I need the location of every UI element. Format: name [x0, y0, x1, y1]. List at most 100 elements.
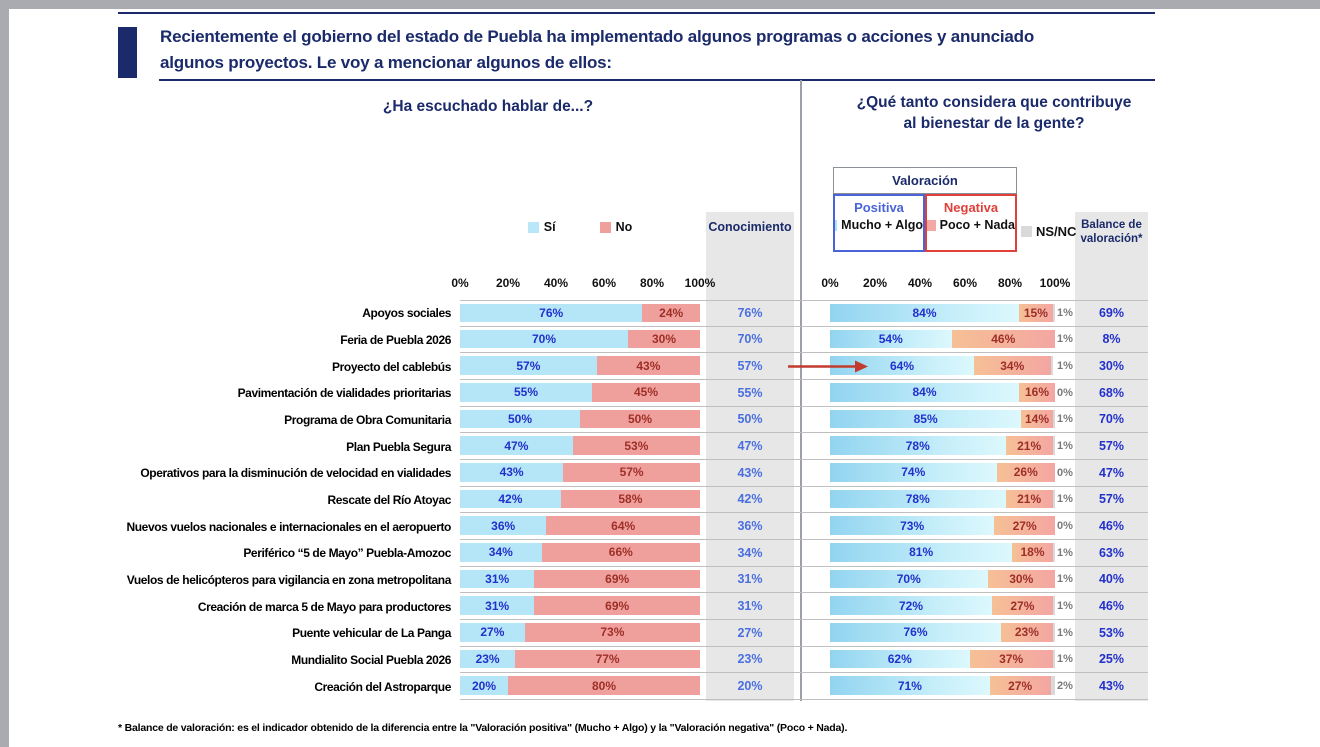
no-bar-segment: 53% — [572, 436, 700, 455]
right-panel-question-line2: al bienestar de la gente? — [903, 115, 1085, 132]
axis-tick: 80% — [639, 276, 665, 290]
window-edge-left — [0, 0, 9, 747]
balance-value: 57% — [1075, 433, 1148, 460]
valuation-bar-cell: 76% 23% — [830, 620, 1055, 647]
footnote: * Balance de valoración: es el indicador… — [118, 722, 848, 734]
axis-tick: 100% — [1039, 276, 1071, 290]
nsnc-value: 1% — [1055, 327, 1075, 354]
spacer-cell — [700, 593, 706, 620]
positive-bar-segment: 54% — [830, 329, 952, 349]
awareness-bar: 34% 66% — [460, 542, 700, 562]
nsnc-bar-segment — [1052, 596, 1055, 615]
awareness-bar-cell: 55% 45% — [460, 380, 700, 407]
awareness-bar: 20% 80% — [460, 676, 700, 695]
nsnc-bar-segment — [1052, 489, 1055, 509]
awareness-bar: 57% 43% — [460, 356, 700, 375]
balance-value: 63% — [1075, 540, 1148, 567]
balance-value: 70% — [1075, 407, 1148, 434]
valuation-bar: 84% 15% — [830, 304, 1055, 322]
conocimiento-column-header: Conocimiento — [708, 220, 792, 234]
balance-value: 57% — [1075, 487, 1148, 514]
positive-bar-segment: 76% — [830, 622, 1001, 642]
conocimiento-value: 47% — [706, 433, 794, 460]
negative-bar-segment: 27% — [992, 596, 1053, 615]
nsnc-bar-segment — [1050, 676, 1055, 695]
awareness-bar: 42% 58% — [460, 489, 700, 509]
row-label: Vuelos de helicópteros para vigilancia e… — [126, 572, 452, 587]
no-bar-segment: 73% — [524, 622, 700, 642]
conocimiento-value: 43% — [706, 460, 794, 487]
window-edge-top — [0, 0, 1320, 9]
axis-tick: 20% — [495, 276, 521, 290]
nsnc-value: 1% — [1055, 593, 1075, 620]
valuation-bar-cell: 54% 46% — [830, 327, 1055, 354]
awareness-bar: 47% 53% — [460, 436, 700, 455]
si-bar-segment: 70% — [460, 329, 628, 349]
nsnc-value: 0% — [1055, 460, 1075, 487]
si-bar-segment: 43% — [460, 462, 564, 482]
left-axis-ticks: 0% 20% 40% 60% 80% 100% — [451, 276, 715, 291]
no-bar-segment: 69% — [534, 569, 700, 589]
no-bar-segment: 57% — [563, 462, 700, 482]
spacer-cell — [700, 513, 706, 540]
nsnc-value: 1% — [1055, 300, 1075, 327]
nsnc-legend-label: NS/NC — [1036, 224, 1077, 239]
awareness-bar-cell: 50% 50% — [460, 407, 700, 434]
conocimiento-value: 27% — [706, 620, 794, 647]
awareness-bar: 43% 57% — [460, 462, 700, 482]
awareness-bar-cell: 42% 58% — [460, 487, 700, 514]
highlight-arrow-icon — [788, 360, 868, 373]
nsnc-bar-segment — [1050, 356, 1053, 375]
si-bar-segment: 47% — [460, 436, 573, 455]
negative-bar-segment: 16% — [1019, 382, 1055, 402]
positive-legend-cell: Positiva Mucho + Algo — [833, 194, 925, 252]
balance-value: 46% — [1075, 513, 1148, 540]
spacer-cell — [794, 300, 830, 327]
awareness-bar-cell: 36% 64% — [460, 513, 700, 540]
si-bar-segment: 31% — [460, 569, 535, 589]
spacer-cell — [700, 647, 706, 674]
valuation-bar-cell: 73% 27% — [830, 513, 1055, 540]
awareness-bar-cell: 43% 57% — [460, 460, 700, 487]
positive-bar-segment: 84% — [830, 304, 1019, 322]
nsnc-value: 1% — [1055, 647, 1075, 674]
awareness-bar-cell: 20% 80% — [460, 673, 700, 700]
positive-bar-segment: 72% — [830, 596, 992, 615]
row-label: Pavimentación de vialidades prioritarias — [237, 386, 452, 401]
spacer-cell — [794, 647, 830, 674]
negative-bar-segment: 30% — [987, 569, 1055, 589]
axis-tick: 60% — [952, 276, 978, 290]
title-rule-top — [118, 12, 1155, 14]
positive-bar-segment: 62% — [830, 649, 970, 669]
si-bar-segment: 36% — [460, 516, 547, 535]
row-label: Nuevos vuelos nacionales e internacional… — [126, 519, 451, 534]
valuation-bar: 76% 23% — [830, 622, 1055, 642]
awareness-bar: 31% 69% — [460, 569, 700, 589]
row-label: Feria de Puebla 2026 — [340, 332, 451, 347]
conocimiento-value: 20% — [706, 673, 794, 700]
awareness-bar-cell: 70% 30% — [460, 327, 700, 354]
no-bar-segment: 58% — [560, 489, 700, 509]
row-label: Periférico “5 de Mayo” Puebla-Amozoc — [243, 546, 451, 561]
row-label: Mundialito Social Puebla 2026 — [291, 652, 451, 667]
valuation-bar: 85% 14% — [830, 409, 1055, 429]
legend-no-label: No — [615, 220, 633, 234]
row-label: Plan Puebla Segura — [346, 439, 451, 454]
awareness-bar-cell: 27% 73% — [460, 620, 700, 647]
no-bar-segment: 43% — [596, 356, 700, 375]
awareness-bar: 70% 30% — [460, 329, 700, 349]
nsnc-value: 1% — [1055, 407, 1075, 434]
valoracion-legend-table: Valoración Positiva Mucho + Algo Negativ… — [833, 167, 1017, 252]
spacer-cell — [700, 540, 706, 567]
negative-legend-cell: Negativa Poco + Nada — [925, 194, 1017, 252]
valuation-bar: 81% 18% — [830, 542, 1055, 562]
valuation-bar-cell: 78% 21% — [830, 433, 1055, 460]
nsnc-value: 1% — [1055, 620, 1075, 647]
page-title: Recientemente el gobierno del estado de … — [160, 24, 1170, 76]
si-bar-segment: 42% — [460, 489, 561, 509]
negative-bar-segment: 37% — [969, 649, 1053, 669]
conocimiento-value: 55% — [706, 380, 794, 407]
spacer-cell — [700, 353, 706, 380]
no-bar-segment: 45% — [592, 382, 700, 402]
axis-tick: 0% — [821, 276, 839, 290]
